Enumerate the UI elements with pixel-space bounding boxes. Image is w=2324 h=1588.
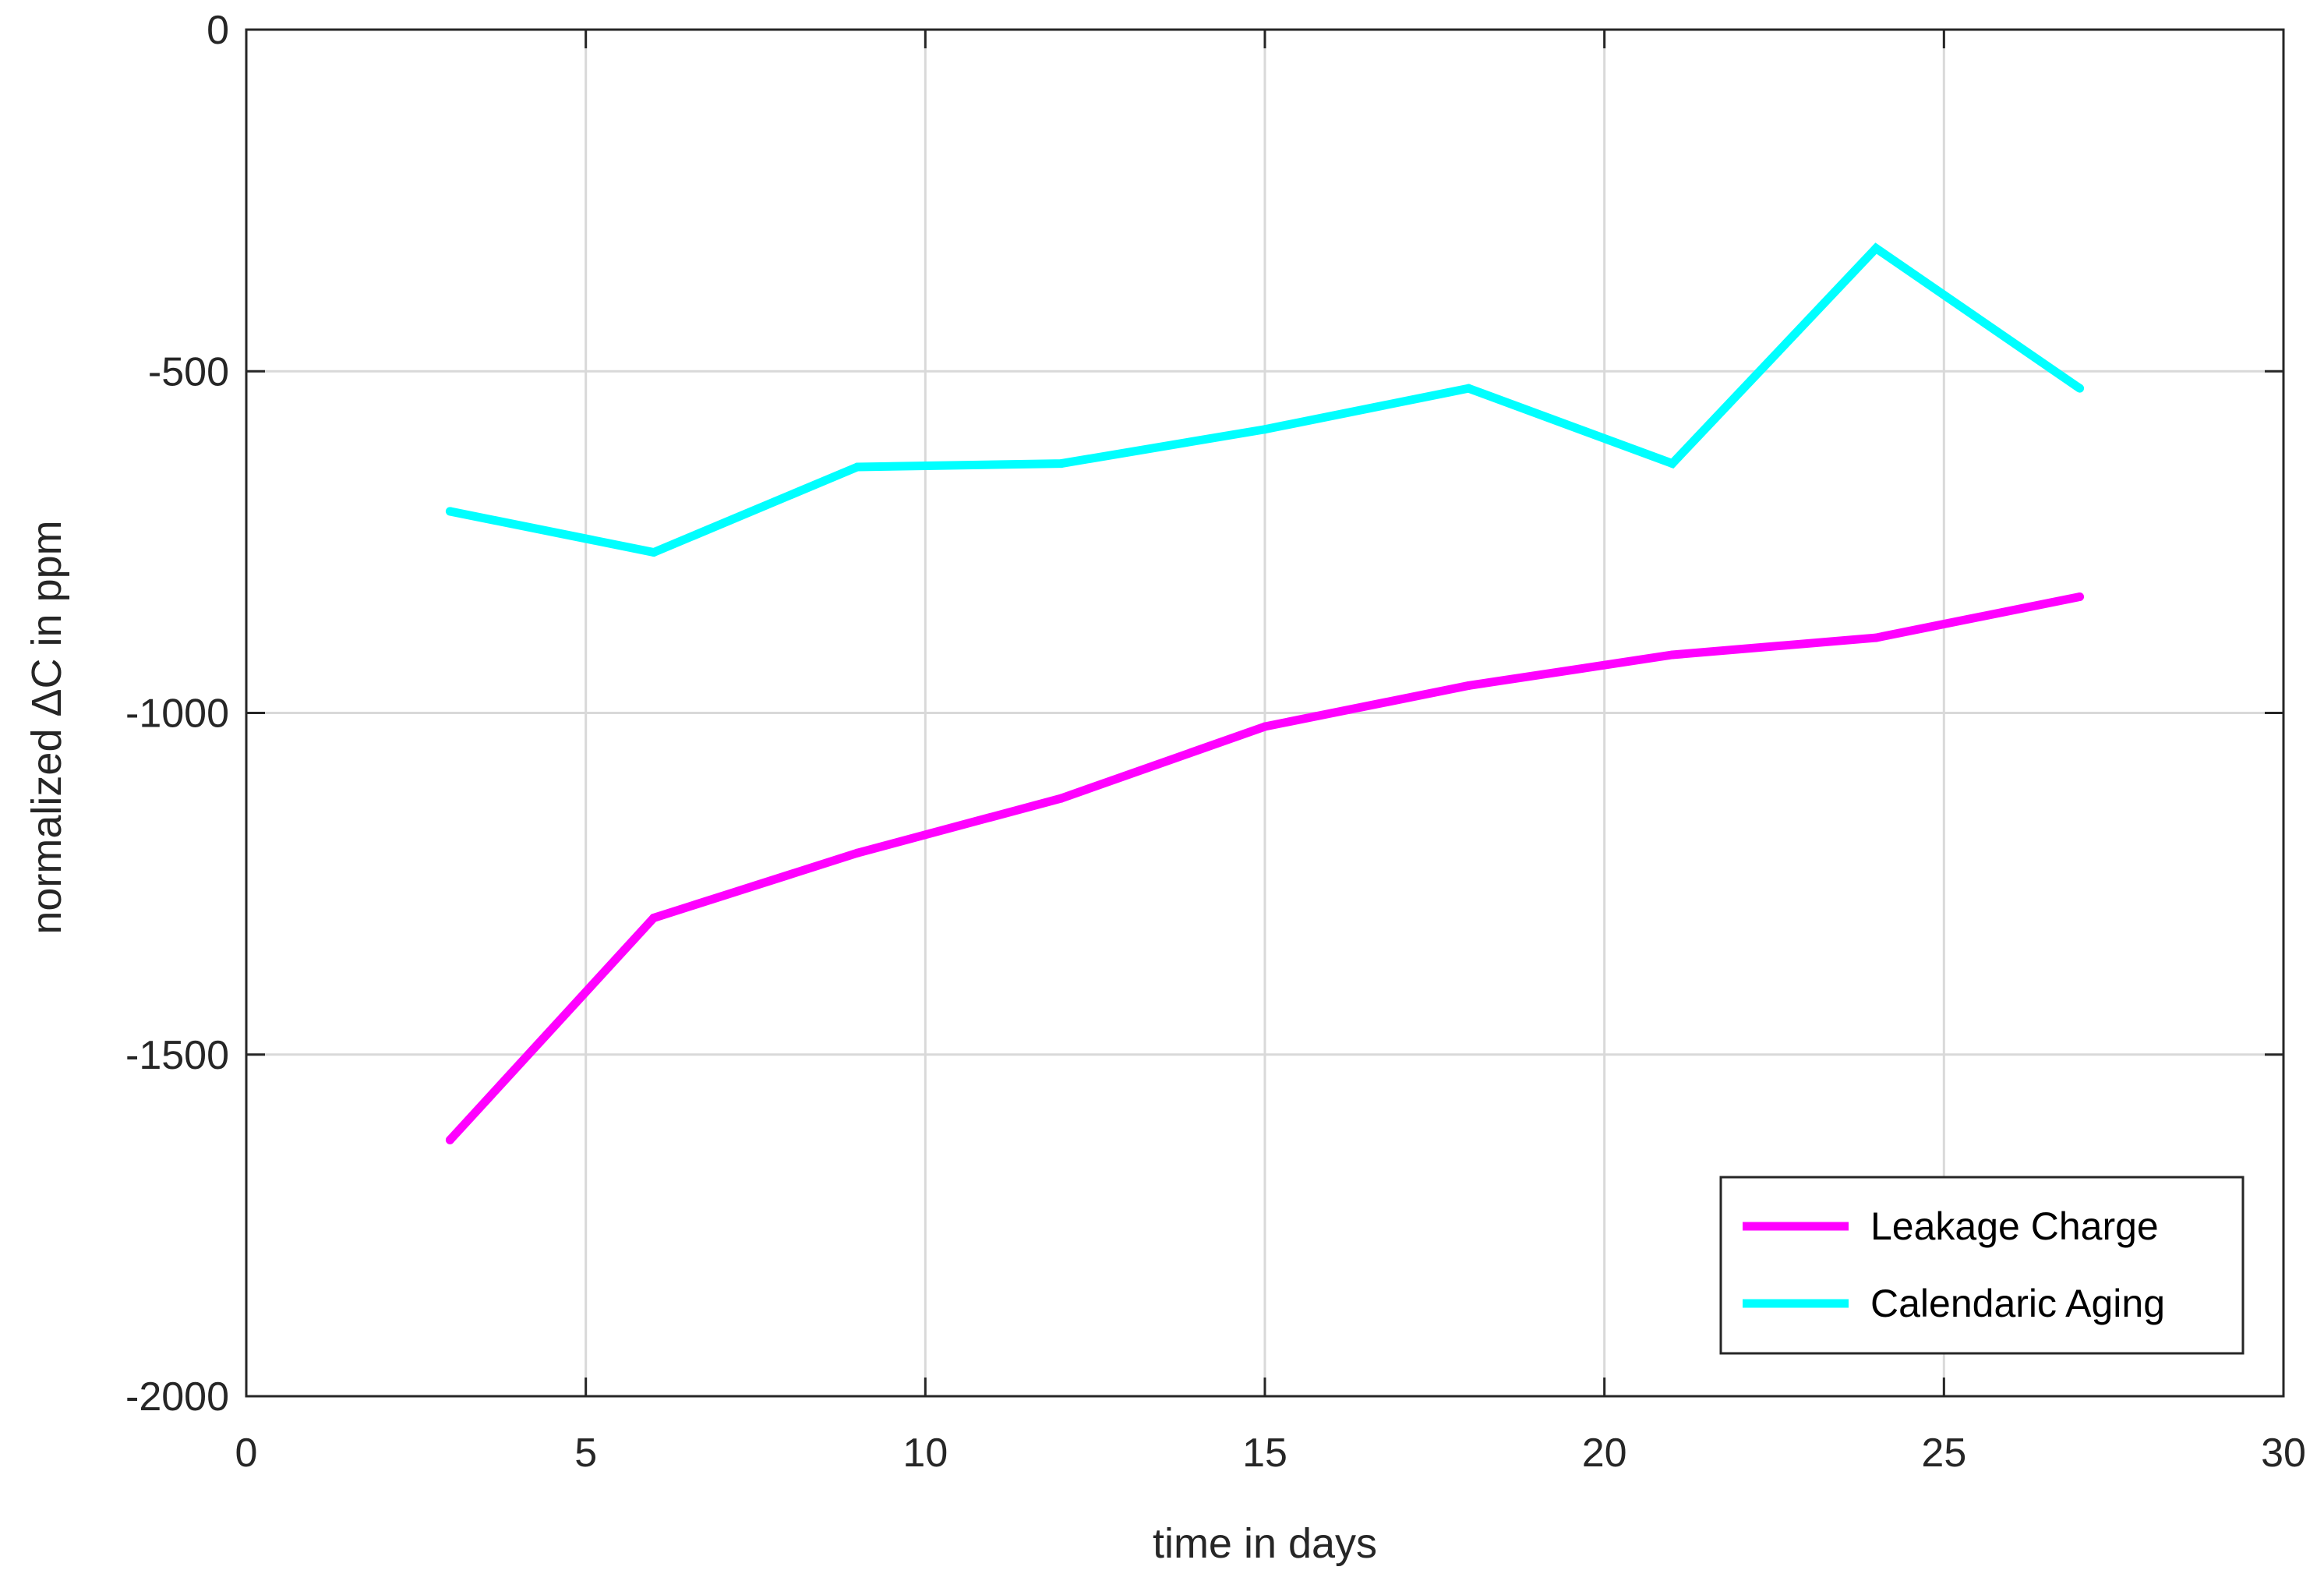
legend-label-calendaric-aging: Calendaric Aging bbox=[1870, 1282, 2165, 1325]
y-tick-label: -1000 bbox=[125, 691, 229, 737]
data-point-leakage-charge bbox=[649, 913, 659, 922]
x-tick-label: 15 bbox=[1242, 1431, 1287, 1476]
series-layer bbox=[445, 242, 2085, 1144]
y-tick-label: -1500 bbox=[125, 1033, 229, 1078]
data-point-leakage-charge bbox=[1871, 633, 1881, 642]
y-tick-label: 0 bbox=[207, 8, 229, 53]
data-point-leakage-charge bbox=[1057, 794, 1066, 803]
x-tick-label: 25 bbox=[1921, 1431, 1966, 1476]
data-point-calendaric-aging bbox=[445, 507, 454, 516]
data-point-calendaric-aging bbox=[1057, 459, 1066, 469]
data-point-calendaric-aging bbox=[1871, 243, 1881, 253]
data-point-leakage-charge bbox=[445, 1135, 454, 1144]
legend-label-leakage-charge: Leakage Charge bbox=[1870, 1204, 2159, 1248]
data-point-calendaric-aging bbox=[1260, 425, 1270, 434]
grid-lines bbox=[246, 30, 2283, 1396]
x-tick-label: 10 bbox=[902, 1431, 948, 1476]
legend-box bbox=[1719, 1176, 2245, 1355]
data-point-calendaric-aging bbox=[2075, 384, 2085, 393]
data-point-calendaric-aging bbox=[1464, 384, 1473, 393]
x-tick-label: 0 bbox=[235, 1431, 258, 1476]
axis-ticks bbox=[245, 28, 2285, 1398]
y-tick-label: -500 bbox=[148, 349, 229, 394]
y-axis-label: normalized ΔC in ppm bbox=[23, 520, 70, 934]
tick-labels: 0 5 10 15 20 25 30 0 -500 -1000 -1500 -2000 bbox=[125, 8, 2306, 1476]
x-tick-label: 20 bbox=[1582, 1431, 1627, 1476]
data-point-leakage-charge bbox=[2075, 592, 2085, 601]
data-point-leakage-charge bbox=[1464, 681, 1473, 690]
y-tick-label: -2000 bbox=[125, 1374, 229, 1420]
x-tick-label: 5 bbox=[574, 1431, 597, 1476]
data-point-leakage-charge bbox=[853, 848, 862, 858]
x-tick-label: 30 bbox=[2261, 1431, 2306, 1476]
data-point-calendaric-aging bbox=[1668, 459, 1677, 469]
data-point-calendaric-aging bbox=[649, 548, 659, 557]
legend: Leakage Charge Calendaric Aging bbox=[1719, 1176, 2245, 1355]
x-axis-label: time in days bbox=[1153, 1520, 1377, 1567]
data-point-leakage-charge bbox=[1260, 722, 1270, 731]
data-point-calendaric-aging bbox=[853, 462, 862, 472]
data-point-leakage-charge bbox=[1668, 650, 1677, 660]
